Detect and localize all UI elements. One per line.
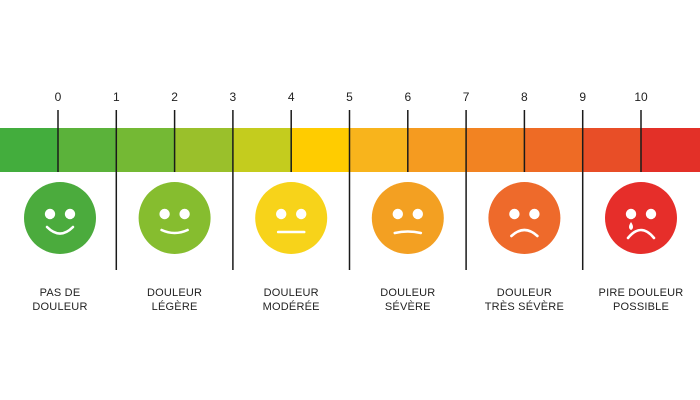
bar-segment	[0, 128, 59, 172]
scale-number: 8	[521, 90, 528, 104]
eye	[392, 208, 403, 220]
scale-numbers: 0 1 2 3 4 5 6 7 8 9 10	[55, 90, 648, 104]
eye	[296, 208, 307, 220]
scale-number: 9	[579, 90, 586, 104]
bar-segment	[641, 128, 700, 172]
face-circle	[24, 182, 96, 254]
scale-number: 4	[288, 90, 295, 104]
bar-segment	[116, 128, 176, 172]
level-label: DOULEUR SÉVÈRE	[353, 286, 463, 314]
level-label: PAS DE DOULEUR	[5, 286, 115, 314]
level-label-line1: DOULEUR	[380, 287, 436, 299]
level-label: PIRE DOULEUR POSSIBLE	[586, 286, 696, 314]
eye	[529, 208, 540, 220]
level-dividers	[115, 172, 584, 270]
bar-segment	[58, 128, 118, 172]
mouth	[626, 228, 656, 240]
face-circle	[488, 182, 561, 254]
bar-segment	[408, 128, 468, 172]
face-circle	[605, 182, 677, 254]
crying-face-icon	[605, 182, 677, 254]
bar-segment	[233, 128, 293, 172]
level-label-line1: DOULEUR	[496, 287, 552, 299]
bar-segment	[291, 128, 351, 172]
bar-segment	[583, 128, 643, 172]
scale-number: 5	[346, 90, 353, 104]
faces	[24, 182, 677, 254]
color-bar	[0, 128, 700, 172]
mouth	[45, 225, 75, 235]
level-label-line1: DOULEUR	[263, 287, 319, 299]
level-label: DOULEUR LÉGÈRE	[120, 286, 230, 314]
level-label-line1: DOULEUR	[147, 287, 203, 299]
eye	[509, 208, 520, 220]
slight-smile-face-icon	[138, 182, 211, 254]
eye	[64, 208, 76, 220]
level-label-line1: PAS DE	[39, 287, 81, 299]
level-label-line1: PIRE DOULEUR	[598, 287, 684, 299]
mouth	[160, 228, 189, 235]
bar-segment	[175, 128, 234, 172]
level-label-line2: LÉGÈRE	[151, 301, 198, 313]
tick-lines	[57, 110, 642, 172]
sad-face-icon	[488, 182, 561, 254]
eye	[44, 208, 56, 220]
level-label-line2: SÉVÈRE	[384, 301, 431, 313]
eye	[159, 208, 170, 220]
scale-number: 6	[404, 90, 411, 104]
happy-face-icon	[24, 182, 96, 254]
scale-number: 2	[171, 90, 178, 104]
bar-segment	[350, 128, 409, 172]
level-label: DOULEUR MODÉRÉE	[236, 286, 346, 314]
bar-segment	[525, 128, 584, 172]
neutral-face-icon	[255, 182, 328, 254]
scale-number: 0	[55, 90, 62, 104]
face-circle	[255, 182, 328, 254]
eye	[645, 208, 657, 220]
uneasy-face-icon	[371, 182, 444, 254]
eye	[276, 208, 287, 220]
scale-number: 1	[113, 90, 120, 104]
level-label-line2: POSSIBLE	[612, 301, 669, 313]
mouth	[393, 230, 423, 235]
mouth	[510, 228, 539, 238]
scale-number: 3	[230, 90, 237, 104]
scale-number: 10	[634, 90, 648, 104]
level-label-line2: DOULEUR	[32, 301, 88, 313]
eye	[412, 208, 423, 220]
face-circle	[371, 182, 444, 254]
tear-icon	[629, 222, 633, 230]
level-label: DOULEUR TRÈS SÉVÈRE	[469, 286, 579, 314]
face-circle	[138, 182, 211, 254]
level-label-line2: TRÈS SÉVÈRE	[484, 301, 564, 313]
bar-segment	[466, 128, 526, 172]
eye	[625, 208, 637, 220]
eye	[179, 208, 190, 220]
scale-number: 7	[463, 90, 470, 104]
level-label-line2: MODÉRÉE	[262, 301, 320, 313]
